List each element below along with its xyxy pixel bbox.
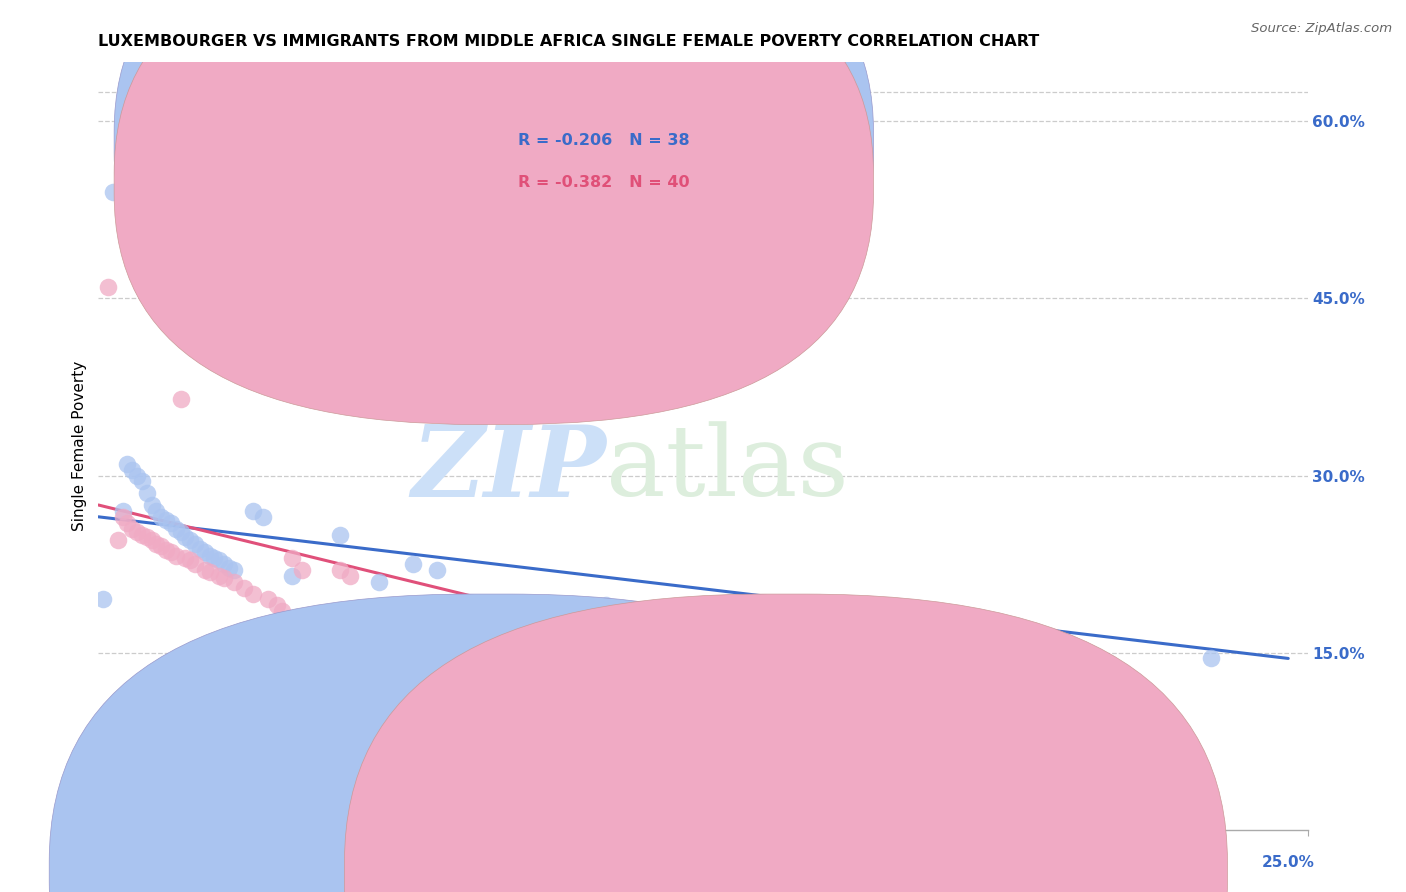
Point: [179, 553, 201, 567]
Point: [212, 557, 235, 571]
Point: [208, 569, 231, 583]
Point: [127, 764, 149, 778]
Point: [131, 475, 153, 489]
Point: [155, 513, 177, 527]
Point: [121, 752, 143, 766]
Point: [160, 516, 183, 530]
Point: [242, 504, 264, 518]
Point: [198, 566, 221, 580]
Point: [141, 498, 163, 512]
Point: [91, 592, 114, 607]
Point: [266, 599, 288, 613]
Point: [1199, 651, 1222, 665]
FancyBboxPatch shape: [114, 0, 873, 425]
Point: [174, 551, 197, 566]
Point: [107, 533, 129, 548]
Point: [169, 525, 191, 540]
Point: [281, 551, 304, 566]
Text: Source: ZipAtlas.com: Source: ZipAtlas.com: [1251, 22, 1392, 36]
Y-axis label: Single Female Poverty: Single Female Poverty: [72, 361, 87, 531]
Point: [218, 560, 240, 574]
Point: [97, 279, 120, 293]
Point: [329, 563, 352, 577]
Point: [127, 468, 149, 483]
Point: [121, 522, 143, 536]
Point: [174, 530, 197, 544]
FancyBboxPatch shape: [114, 0, 873, 383]
Point: [212, 571, 235, 585]
Text: Luxembourgers: Luxembourgers: [489, 855, 607, 870]
Point: [150, 509, 173, 524]
Text: 25.0%: 25.0%: [1261, 855, 1315, 870]
Point: [135, 530, 157, 544]
Point: [169, 392, 191, 406]
Point: [222, 574, 245, 589]
Point: [204, 551, 226, 566]
Point: [111, 757, 134, 772]
Point: [165, 522, 187, 536]
Point: [184, 557, 207, 571]
Point: [117, 457, 139, 471]
Text: Immigrants from Middle Africa: Immigrants from Middle Africa: [727, 855, 960, 870]
Point: [402, 557, 425, 571]
Point: [571, 628, 593, 642]
Point: [242, 586, 264, 600]
Point: [194, 563, 217, 577]
Text: R = -0.382   N = 40: R = -0.382 N = 40: [517, 175, 689, 190]
Point: [426, 563, 449, 577]
Point: [271, 604, 294, 618]
Point: [198, 549, 221, 563]
Point: [290, 563, 312, 577]
Point: [155, 542, 177, 557]
Point: [402, 640, 425, 654]
Point: [111, 504, 134, 518]
Point: [252, 509, 274, 524]
Point: [339, 569, 361, 583]
Point: [150, 539, 173, 553]
Point: [145, 504, 167, 518]
Point: [111, 509, 134, 524]
Point: [101, 186, 124, 200]
Point: [329, 527, 352, 541]
Text: R = -0.206   N = 38: R = -0.206 N = 38: [517, 133, 689, 148]
Point: [222, 563, 245, 577]
Point: [232, 351, 254, 365]
Point: [644, 610, 666, 624]
Point: [299, 610, 322, 624]
Point: [131, 527, 153, 541]
Point: [165, 549, 187, 563]
Point: [368, 610, 391, 624]
Point: [208, 553, 231, 567]
Point: [145, 752, 167, 766]
Point: [127, 525, 149, 540]
Point: [121, 462, 143, 476]
FancyBboxPatch shape: [456, 116, 769, 216]
Point: [145, 537, 167, 551]
Text: 0.0%: 0.0%: [98, 855, 141, 870]
Point: [232, 581, 254, 595]
Point: [377, 633, 399, 648]
Point: [179, 533, 201, 548]
Point: [194, 545, 217, 559]
Point: [368, 574, 391, 589]
Point: [595, 599, 617, 613]
Point: [135, 486, 157, 500]
Text: ZIP: ZIP: [412, 421, 606, 517]
Point: [184, 537, 207, 551]
Point: [160, 545, 183, 559]
Point: [281, 569, 304, 583]
Point: [256, 592, 278, 607]
Text: LUXEMBOURGER VS IMMIGRANTS FROM MIDDLE AFRICA SINGLE FEMALE POVERTY CORRELATION : LUXEMBOURGER VS IMMIGRANTS FROM MIDDLE A…: [98, 34, 1039, 49]
Point: [117, 516, 139, 530]
Point: [141, 533, 163, 548]
Text: atlas: atlas: [606, 421, 849, 516]
Point: [188, 541, 211, 556]
